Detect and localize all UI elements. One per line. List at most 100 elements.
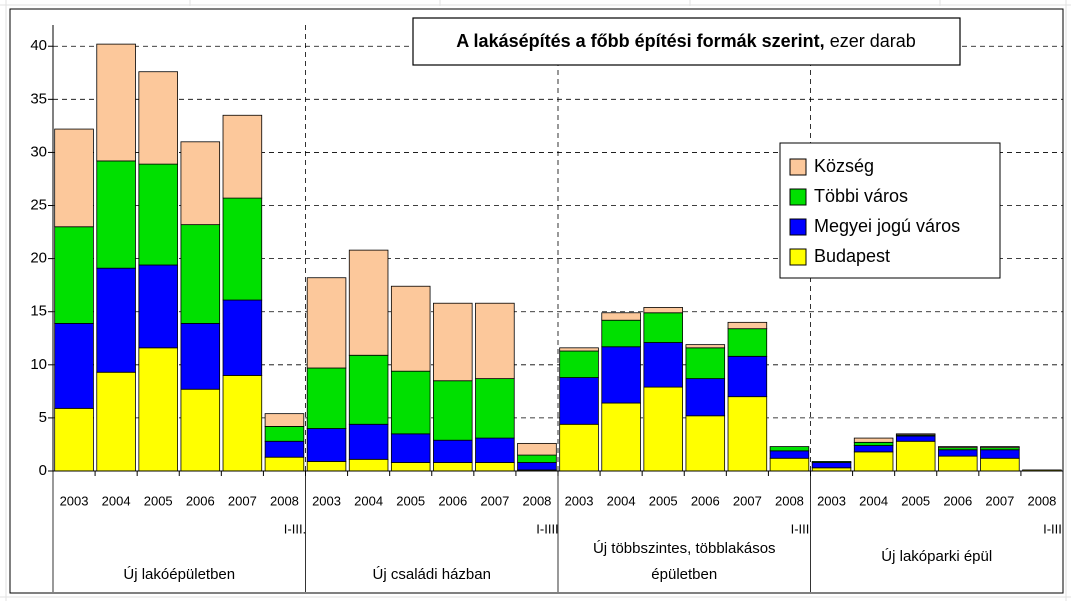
bar-segment: [517, 454, 557, 463]
x-tick-label: 2008: [270, 493, 299, 508]
y-tick-label: 30: [30, 143, 47, 160]
x-tick-label: 2003: [817, 493, 846, 508]
legend-swatch: [789, 248, 807, 266]
bar-segment: [475, 462, 515, 472]
bar-segment: [138, 71, 178, 165]
bar-segment: [264, 413, 305, 427]
x-tick-label: 2005: [144, 493, 173, 508]
x-tick-label: 2006: [691, 493, 720, 508]
bar-segment: [264, 425, 305, 442]
bar-segment: [348, 249, 389, 356]
bar-segment: [769, 446, 810, 452]
bar-segment: [348, 458, 389, 472]
bar-segment: [895, 433, 936, 436]
y-tick-label: 20: [30, 250, 47, 267]
bar-segment: [348, 354, 389, 425]
x-tick-label: 2007: [733, 493, 762, 508]
x-tick-label: 2005: [649, 493, 678, 508]
bar-segment: [769, 457, 810, 472]
x-tick-label: 2005: [901, 493, 930, 508]
bar-segment: [517, 442, 557, 456]
legend-swatch: [789, 188, 807, 206]
bar-segment: [853, 451, 894, 472]
bar-segment: [559, 347, 599, 352]
bar-segment: [54, 407, 94, 472]
x-tick-label: 2008: [1027, 493, 1056, 508]
group-label: Új lakóépületben: [123, 566, 235, 583]
x-tick-label: 2003: [60, 493, 89, 508]
legend-label: Budapest: [814, 246, 890, 266]
bar-segment: [390, 433, 431, 463]
x-tick-label: 2003: [565, 493, 594, 508]
x-sublabel: I-IIII: [536, 521, 558, 536]
bar-segment: [559, 377, 599, 425]
x-tick-label: 2007: [985, 493, 1014, 508]
x-tick-label: 2007: [228, 493, 257, 508]
bar-segment: [96, 267, 136, 373]
bar-segment: [390, 285, 431, 372]
group-label: Új családi házban: [373, 566, 491, 583]
bar-segment: [222, 299, 263, 376]
bar-segment: [54, 322, 94, 409]
bar-segment: [980, 457, 1020, 472]
bar-segment: [895, 435, 936, 442]
bar-segment: [601, 346, 641, 404]
legend-swatch: [789, 218, 807, 236]
group-label: épületben: [651, 566, 717, 583]
title-box: [412, 17, 961, 66]
bar-segment: [601, 312, 641, 321]
bar-segment: [96, 43, 136, 162]
bar-segment: [980, 449, 1020, 459]
x-tick-label: 2008: [775, 493, 804, 508]
y-tick-label: 0: [39, 462, 47, 479]
legend-label: Megyei jogú város: [814, 216, 960, 236]
bar-segment: [306, 277, 347, 369]
bar-segment: [938, 449, 978, 457]
bar-segment: [390, 370, 431, 435]
bar-segment: [643, 307, 683, 314]
bar-segment: [433, 380, 473, 441]
bar-segment: [517, 462, 557, 471]
y-tick-label: 15: [30, 303, 47, 320]
bar-segment: [475, 437, 515, 463]
x-tick-label: 2004: [607, 493, 636, 508]
bar-segment: [643, 342, 683, 388]
x-tick-label: 2004: [354, 493, 383, 508]
bar-segment: [853, 445, 894, 453]
y-tick-label: 25: [30, 196, 47, 213]
bar-segment: [643, 386, 683, 472]
bar-segment: [96, 371, 136, 472]
bar-segment: [264, 440, 305, 458]
x-tick-label: 2008: [522, 493, 551, 508]
bar-segment: [853, 437, 894, 443]
x-tick-label: 2006: [943, 493, 972, 508]
y-tick-label: 35: [30, 90, 47, 107]
bar-segment: [475, 302, 515, 380]
bar-segment: [601, 402, 641, 472]
group-label: Új többszintes, többlakásos: [593, 540, 776, 557]
y-tick-label: 40: [30, 37, 47, 54]
bar-segment: [811, 462, 852, 469]
bar-segment: [138, 264, 178, 349]
bar-segment: [727, 321, 768, 330]
bar-segment: [180, 141, 221, 226]
bar-segment: [811, 461, 852, 463]
bar-segment: [643, 312, 683, 343]
y-tick-label: 5: [39, 409, 47, 426]
bar-segment: [769, 450, 810, 459]
title-unit: ezer darab: [830, 31, 916, 51]
x-sublabel: I-III: [791, 521, 810, 536]
bar-segment: [727, 355, 768, 398]
x-tick-label: 2007: [480, 493, 509, 508]
bar-segment: [138, 347, 178, 472]
bar-segment: [264, 456, 305, 472]
bar-segment: [433, 439, 473, 463]
plot: 0 5 10 15 20 25 30 35 40 2003 2004 2005 2006 2007 2008…: [30, 25, 1064, 592]
bar-segment: [559, 350, 599, 378]
bar-segment: [938, 446, 978, 449]
x-tick-label: 2006: [438, 493, 467, 508]
bar-segment: [938, 455, 978, 472]
bar-segment: [601, 319, 641, 348]
x-tick-label: 2005: [396, 493, 425, 508]
